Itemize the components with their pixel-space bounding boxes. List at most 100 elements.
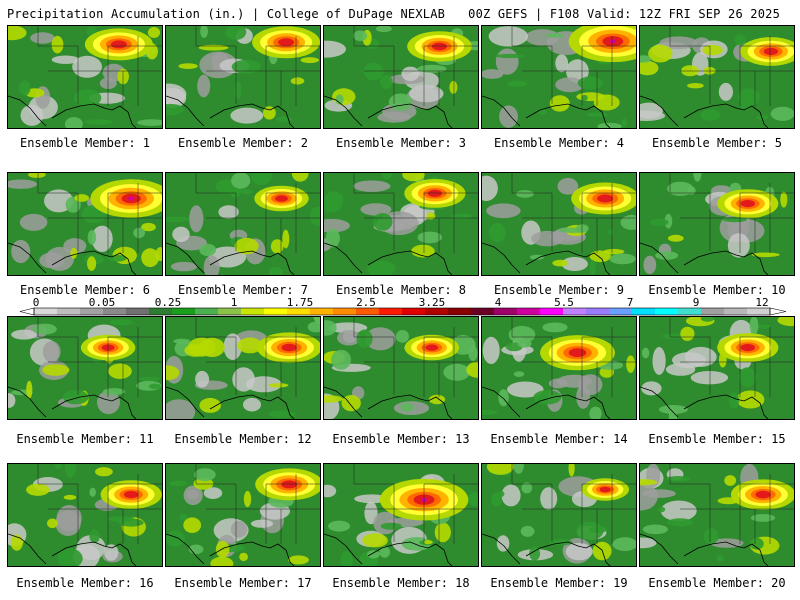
light-precip-patch xyxy=(189,205,204,233)
moderate-precip-patch xyxy=(137,119,162,126)
moderate-precip-patch xyxy=(307,321,320,333)
moderate-precip-patch xyxy=(568,464,575,477)
heavy-precip-contour xyxy=(740,200,755,208)
moderate-precip-patch xyxy=(199,243,217,257)
precipitation-colorbar: 0 0.05 0.25 1 1.75 2.5 3.25 4 5.5 7 9 12 xyxy=(0,296,800,322)
colorbar-swatch xyxy=(310,308,334,315)
moderate-precip-patch xyxy=(508,325,536,344)
light-precip-patch xyxy=(409,84,444,103)
moderate-precip-patch xyxy=(641,347,650,359)
colorbar-tick-label: 1 xyxy=(230,296,238,309)
coastline xyxy=(166,242,295,275)
moderate-precip-patch xyxy=(87,256,97,271)
ensemble-member-map xyxy=(639,316,795,420)
light-precip-patch xyxy=(640,537,657,549)
light-precip-patch xyxy=(170,261,198,272)
moderate-precip-patch xyxy=(607,229,615,235)
light-precip-patch xyxy=(11,239,31,264)
moderate-precip-patch xyxy=(225,26,247,40)
colorbar-tick-label: 12 xyxy=(755,296,769,309)
colorbar-tick-label: 9 xyxy=(692,296,700,309)
ensemble-member-label: Ensemble Member: 16 xyxy=(16,576,154,590)
moderate-precip-patch xyxy=(521,482,533,494)
precipitation-map xyxy=(8,464,162,566)
ensemble-member-map xyxy=(323,316,479,420)
moderate-precip-patch xyxy=(324,395,343,403)
ensemble-member-map xyxy=(165,463,321,567)
moderate-precip-patch xyxy=(199,397,221,413)
moderate-precip-patch xyxy=(372,213,393,231)
coastline xyxy=(640,95,769,128)
light-precip-patch xyxy=(243,397,261,412)
ensemble-member-map xyxy=(323,172,479,276)
precipitation-map xyxy=(640,317,794,419)
moderate-precip-patch xyxy=(64,117,83,128)
coastline xyxy=(8,95,137,128)
moderate-precip-patch xyxy=(423,540,433,545)
precipitation-map xyxy=(324,173,478,275)
precipitation-map xyxy=(166,26,320,128)
colorbar-swatch xyxy=(471,308,495,315)
state-borders xyxy=(511,464,636,544)
colorbar-swatch xyxy=(563,308,587,315)
moderate-precip-patch xyxy=(28,173,46,178)
state-borders xyxy=(353,464,478,544)
moderate-precip-patch xyxy=(612,537,636,551)
light-precip-patch xyxy=(672,352,706,369)
colorbar-tick-label: 0.05 xyxy=(88,296,116,309)
state-borders xyxy=(353,26,478,106)
state-borders xyxy=(195,317,320,397)
moderate-precip-patch xyxy=(215,540,230,558)
ensemble-member-label: Ensemble Member: 7 xyxy=(177,283,309,297)
light-precip-patch xyxy=(104,544,119,561)
light-precip-patch xyxy=(8,179,37,189)
moderate-precip-patch xyxy=(231,59,261,74)
moderate-precip-patch xyxy=(589,526,608,533)
precipitation-map xyxy=(8,173,162,275)
moderate-precip-patch xyxy=(63,494,77,500)
moderate-precip-patch xyxy=(513,464,524,474)
heavy-precip-contour xyxy=(278,38,295,47)
heavy-precip-contour xyxy=(740,344,755,352)
moderate-precip-patch xyxy=(466,361,478,378)
light-precip-patch xyxy=(643,255,657,275)
moderate-precip-patch xyxy=(288,555,309,565)
moderate-precip-patch xyxy=(300,57,319,64)
light-precip-patch xyxy=(56,505,82,532)
colorbar-swatch xyxy=(448,308,472,315)
moderate-precip-patch xyxy=(680,326,695,341)
light-precip-patch xyxy=(91,225,113,252)
extreme-precip-core xyxy=(609,39,616,44)
moderate-precip-patch xyxy=(402,173,425,182)
light-precip-patch xyxy=(8,393,16,408)
moderate-precip-patch xyxy=(240,189,253,195)
colorbar-swatch xyxy=(747,308,771,315)
moderate-precip-patch xyxy=(107,516,135,522)
light-precip-patch xyxy=(507,381,544,398)
moderate-precip-patch xyxy=(356,329,373,348)
light-precip-patch xyxy=(652,347,666,375)
moderate-precip-patch xyxy=(166,216,190,223)
moderate-precip-patch xyxy=(603,248,625,255)
colorbar-swatch xyxy=(80,308,104,315)
moderate-precip-patch xyxy=(325,228,340,248)
moderate-precip-patch xyxy=(702,44,723,56)
light-precip-patch xyxy=(230,107,264,124)
coastline xyxy=(8,533,137,566)
moderate-precip-patch xyxy=(667,518,694,527)
light-precip-patch xyxy=(353,180,391,192)
coastline xyxy=(640,386,769,419)
colorbar-right-arrow xyxy=(769,307,787,316)
ensemble-member-label: Ensemble Member: 1 xyxy=(19,136,151,150)
moderate-precip-patch xyxy=(335,94,344,105)
precipitation-map xyxy=(8,317,162,419)
light-precip-patch xyxy=(565,542,593,561)
light-precip-patch xyxy=(19,213,48,231)
moderate-precip-patch xyxy=(309,206,320,226)
precipitation-map xyxy=(324,464,478,566)
moderate-precip-patch xyxy=(620,214,636,230)
moderate-precip-patch xyxy=(102,388,125,396)
moderate-precip-patch xyxy=(375,26,392,33)
moderate-precip-patch xyxy=(367,260,396,275)
moderate-precip-patch xyxy=(109,319,134,326)
